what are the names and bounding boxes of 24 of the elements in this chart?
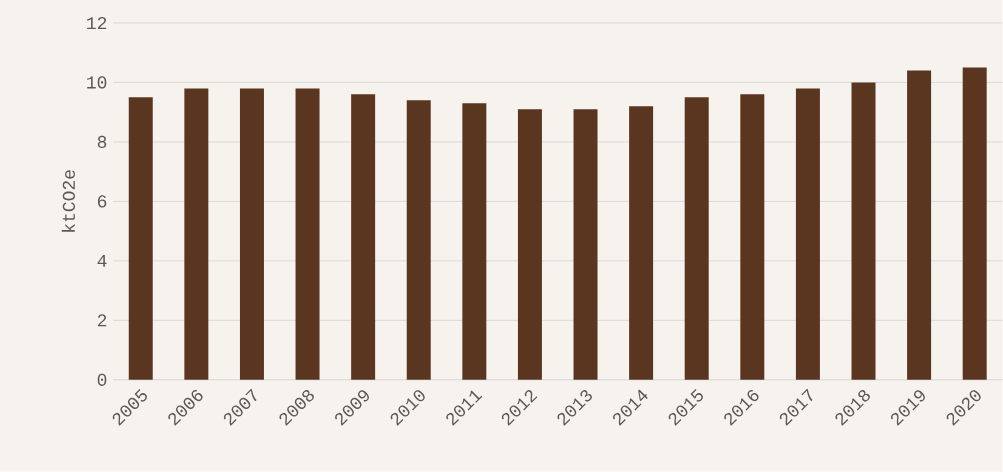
bar	[184, 88, 209, 380]
y-tick-label: 6	[97, 195, 107, 208]
y-tick-label: 8	[97, 135, 107, 149]
y-tick-label: 12	[87, 17, 107, 30]
y-tick-label: 2	[97, 314, 107, 327]
bar	[740, 94, 765, 380]
bar	[462, 103, 487, 380]
y-axis-title: ktCO2e	[61, 170, 75, 232]
bar	[351, 94, 376, 380]
y-tick-label: 0	[97, 373, 107, 387]
bar	[629, 106, 654, 380]
y-tick-label: 10	[87, 76, 107, 89]
bar	[684, 97, 709, 380]
bar	[573, 109, 598, 380]
bar	[907, 70, 932, 380]
bar	[962, 67, 987, 380]
bar	[295, 88, 320, 380]
bar	[517, 109, 542, 380]
bar	[239, 88, 264, 380]
bar	[128, 97, 153, 380]
bar	[406, 100, 431, 380]
bar	[795, 88, 820, 380]
bar	[851, 82, 876, 380]
y-tick-label: 4	[97, 255, 107, 267]
